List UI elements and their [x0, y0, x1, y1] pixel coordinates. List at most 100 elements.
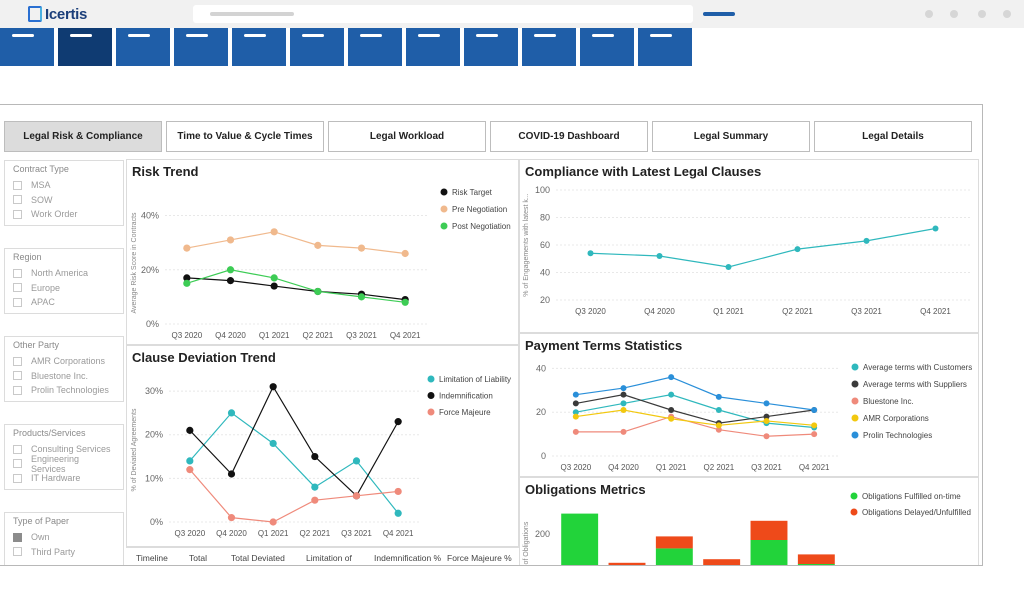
x-tick-label: Q3 2020 — [575, 307, 606, 316]
nav-tile[interactable] — [290, 28, 344, 66]
filter-option[interactable]: Own — [13, 530, 115, 545]
x-tick-label: Q2 2021 — [302, 331, 333, 340]
obligations-chart[interactable]: 200 # of Obligations Obligations Fulfilled… — [520, 478, 980, 566]
data-point — [656, 253, 663, 259]
checkbox[interactable] — [13, 547, 22, 557]
table-column-header[interactable]: Limitation of — [306, 553, 352, 563]
tab-legal-risk-compliance[interactable]: Legal Risk & Compliance — [4, 121, 162, 152]
checkbox[interactable] — [13, 371, 22, 381]
legend-label: Force Majeure — [439, 408, 491, 417]
nav-tile[interactable] — [406, 28, 460, 66]
filter-option[interactable]: Bluestone Inc. — [13, 369, 115, 384]
data-point — [620, 385, 627, 392]
series-line — [575, 409, 815, 426]
filter-option[interactable]: Consulting Services — [13, 442, 115, 457]
table-column-header[interactable]: Force Majeure % — [447, 553, 512, 563]
tab-legal-summary[interactable]: Legal Summary — [652, 121, 810, 152]
risk-trend-panel: Risk Trend 0% 20% 40% Q3 2020 Q4 2020 Q1 2021… — [126, 159, 519, 345]
address-bar[interactable] — [193, 5, 693, 23]
checkbox[interactable] — [13, 209, 22, 219]
checkbox[interactable] — [13, 356, 22, 366]
tab-legal-workload[interactable]: Legal Workload — [328, 121, 486, 152]
nav-tile[interactable] — [580, 28, 634, 66]
filter-option[interactable]: AMR Corporations — [13, 354, 115, 369]
table-column-header[interactable]: Timeline — [136, 553, 168, 563]
filter-option[interactable]: SOW — [13, 193, 115, 208]
filter-option[interactable]: Europe — [13, 281, 115, 296]
table-column-header[interactable]: Total Deviated — [231, 553, 285, 563]
nav-tile[interactable] — [522, 28, 576, 66]
nav-tile[interactable] — [464, 28, 518, 66]
tab-legal-details[interactable]: Legal Details — [814, 121, 972, 152]
window-dot-icon[interactable] — [925, 10, 933, 18]
series-line — [575, 376, 815, 411]
tab-covid-dashboard[interactable]: COVID-19 Dashboard — [490, 121, 648, 152]
risk-trend-chart[interactable]: 0% 20% 40% Q3 2020 Q4 2020 Q1 2021 Q2 2021 Q3 2… — [127, 160, 520, 346]
data-point — [311, 496, 319, 504]
report-tabs: Legal Risk & Compliance Time to Value & … — [4, 121, 972, 152]
x-tick-label: Q3 2021 — [851, 307, 882, 316]
filter-option[interactable]: Work Order — [13, 207, 115, 222]
checkbox[interactable] — [13, 180, 22, 190]
filter-option[interactable]: IT Hardware — [13, 471, 115, 486]
icertis-logo[interactable]: Icertis — [28, 5, 87, 23]
checkbox[interactable] — [13, 297, 22, 307]
filter-option[interactable]: North America — [13, 266, 115, 281]
checkbox[interactable] — [13, 268, 22, 278]
payment-terms-panel: Payment Terms Statistics 0 20 40 Q3 2020 Q4 … — [519, 333, 979, 477]
nav-tile[interactable] — [58, 28, 112, 66]
compliance-chart[interactable]: 20 40 60 80 100 Q3 2020 Q4 2020 Q1 2021 Q2 2021 Q… — [520, 160, 980, 334]
checkbox[interactable] — [13, 444, 22, 454]
data-point — [763, 417, 770, 424]
legend-label: Prolin Technologies — [863, 431, 932, 440]
nav-tile[interactable] — [116, 28, 170, 66]
tab-time-to-value[interactable]: Time to Value & Cycle Times — [166, 121, 324, 152]
data-point — [314, 241, 322, 249]
filter-option[interactable]: Third Party — [13, 545, 115, 560]
series-line — [189, 469, 399, 523]
nav-tile[interactable] — [174, 28, 228, 66]
y-tick-label: 40 — [540, 268, 550, 278]
bar-segment — [655, 536, 693, 549]
checkbox[interactable] — [13, 473, 22, 483]
filter-option-label: Europe — [31, 282, 61, 293]
filter-option[interactable]: APAC — [13, 295, 115, 310]
checkbox-checked[interactable] — [13, 532, 22, 542]
icertis-logo-icon — [28, 6, 42, 22]
nav-tile[interactable] — [638, 28, 692, 66]
nav-tile-label-bar — [418, 34, 440, 37]
filter-option[interactable]: MSA — [13, 178, 115, 193]
checkbox[interactable] — [13, 459, 22, 469]
y-tick-label: 20% — [145, 430, 163, 440]
x-tick-label: Q4 2020 — [644, 307, 675, 316]
x-tick-label: Q3 2020 — [171, 331, 202, 340]
y-axis-label: Average Risk Score in Contracts — [131, 212, 138, 314]
window-dot-icon[interactable] — [950, 10, 958, 18]
payment-terms-chart[interactable]: 0 20 40 Q3 2020 Q4 2020 Q1 2021 Q2 2021 Q3 2021… — [520, 334, 980, 478]
clause-deviation-chart[interactable]: 0% 10% 20% 30% Q3 2020 Q4 2020 Q1 2021 Q2 2021 Q… — [127, 346, 520, 548]
checkbox[interactable] — [13, 195, 22, 205]
legend-marker — [427, 375, 435, 383]
filter-option[interactable]: Prolin Technologies — [13, 383, 115, 398]
window-dot-icon[interactable] — [978, 10, 986, 18]
checkbox[interactable] — [13, 283, 22, 293]
data-point — [227, 514, 236, 522]
data-point — [269, 439, 277, 448]
x-tick-label: Q1 2021 — [258, 529, 289, 538]
table-column-header[interactable]: Total — [189, 553, 207, 563]
obligations-panel: Obligations Metrics 200 # of Obligations O… — [519, 477, 980, 566]
bar-segment — [561, 513, 599, 565]
table-column-header[interactable]: Indemnification % — [374, 553, 442, 563]
nav-tile[interactable] — [348, 28, 402, 66]
series-line — [186, 277, 406, 301]
window-dot-icon[interactable] — [1003, 10, 1011, 18]
nav-tile-label-bar — [128, 34, 150, 37]
nav-tile[interactable] — [232, 28, 286, 66]
filter-option[interactable]: Engineering Services — [13, 454, 115, 474]
checkbox[interactable] — [13, 385, 22, 395]
chart-title: Risk Trend — [132, 164, 199, 179]
nav-tile[interactable] — [0, 28, 54, 66]
data-point — [794, 246, 801, 253]
legend-marker — [851, 397, 859, 405]
nav-tile-label-bar — [70, 34, 92, 37]
